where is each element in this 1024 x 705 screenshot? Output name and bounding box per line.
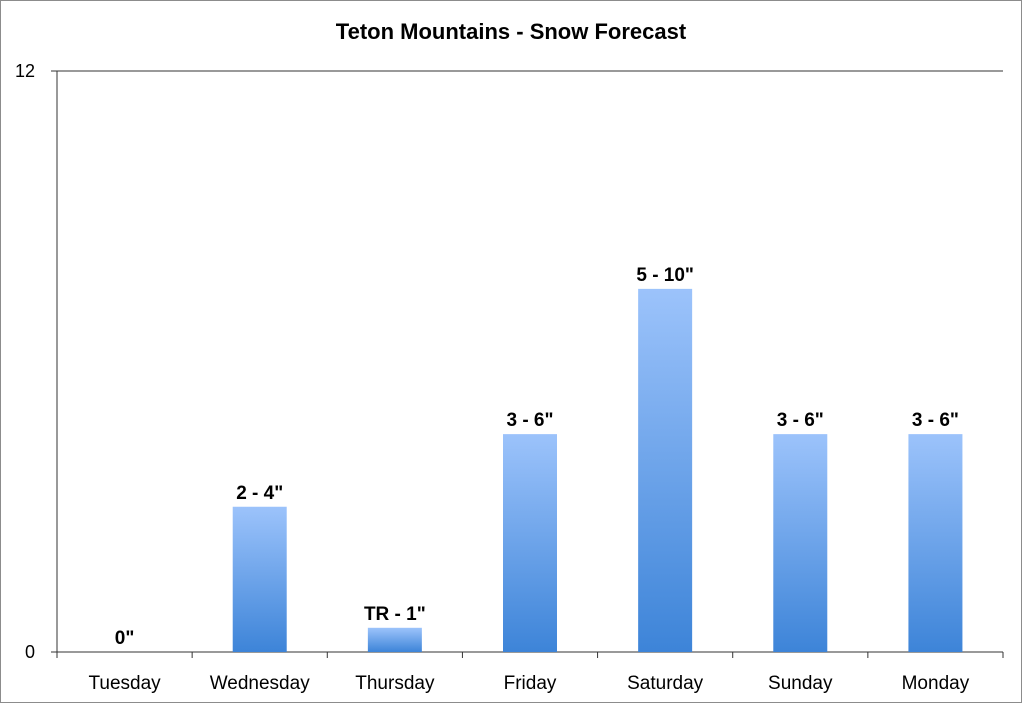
bar-friday [503,434,557,652]
data-labels: 0" 2 - 4" TR - 1" 3 - 6" 5 - 10" 3 - 6" 3 - 6" [115,265,959,649]
category-label-tuesday: Tuesday [88,673,161,694]
y-tick-label: 0 [25,642,35,662]
category-label-monday: Monday [902,673,970,694]
data-label-tuesday: 0" [115,628,135,649]
category-label-saturday: Saturday [627,673,704,694]
bar-wednesday [232,506,287,652]
data-label-saturday: 5 - 10" [636,265,694,286]
data-label-friday: 3 - 6" [506,410,553,431]
category-label-sunday: Sunday [768,673,833,694]
bar-sunday [773,434,828,652]
data-label-wednesday: 2 - 4" [236,483,283,504]
y-tick-label: 12 [15,61,35,81]
category-label-friday: Friday [504,673,557,694]
bar-saturday [638,288,693,652]
axes: 0 12 [15,61,1004,662]
chart-title: Teton Mountains - Snow Forecast [336,19,687,44]
category-label-thursday: Thursday [355,673,435,694]
bar-monday [908,434,963,652]
bars [232,288,963,652]
data-label-sunday: 3 - 6" [777,410,824,431]
category-label-wednesday: Wednesday [210,673,310,694]
data-label-monday: 3 - 6" [912,410,959,431]
bar-thursday [367,627,422,652]
category-labels: Tuesday Wednesday Thursday Friday Saturday Su… [88,673,969,694]
data-label-thursday: TR - 1" [364,604,426,625]
